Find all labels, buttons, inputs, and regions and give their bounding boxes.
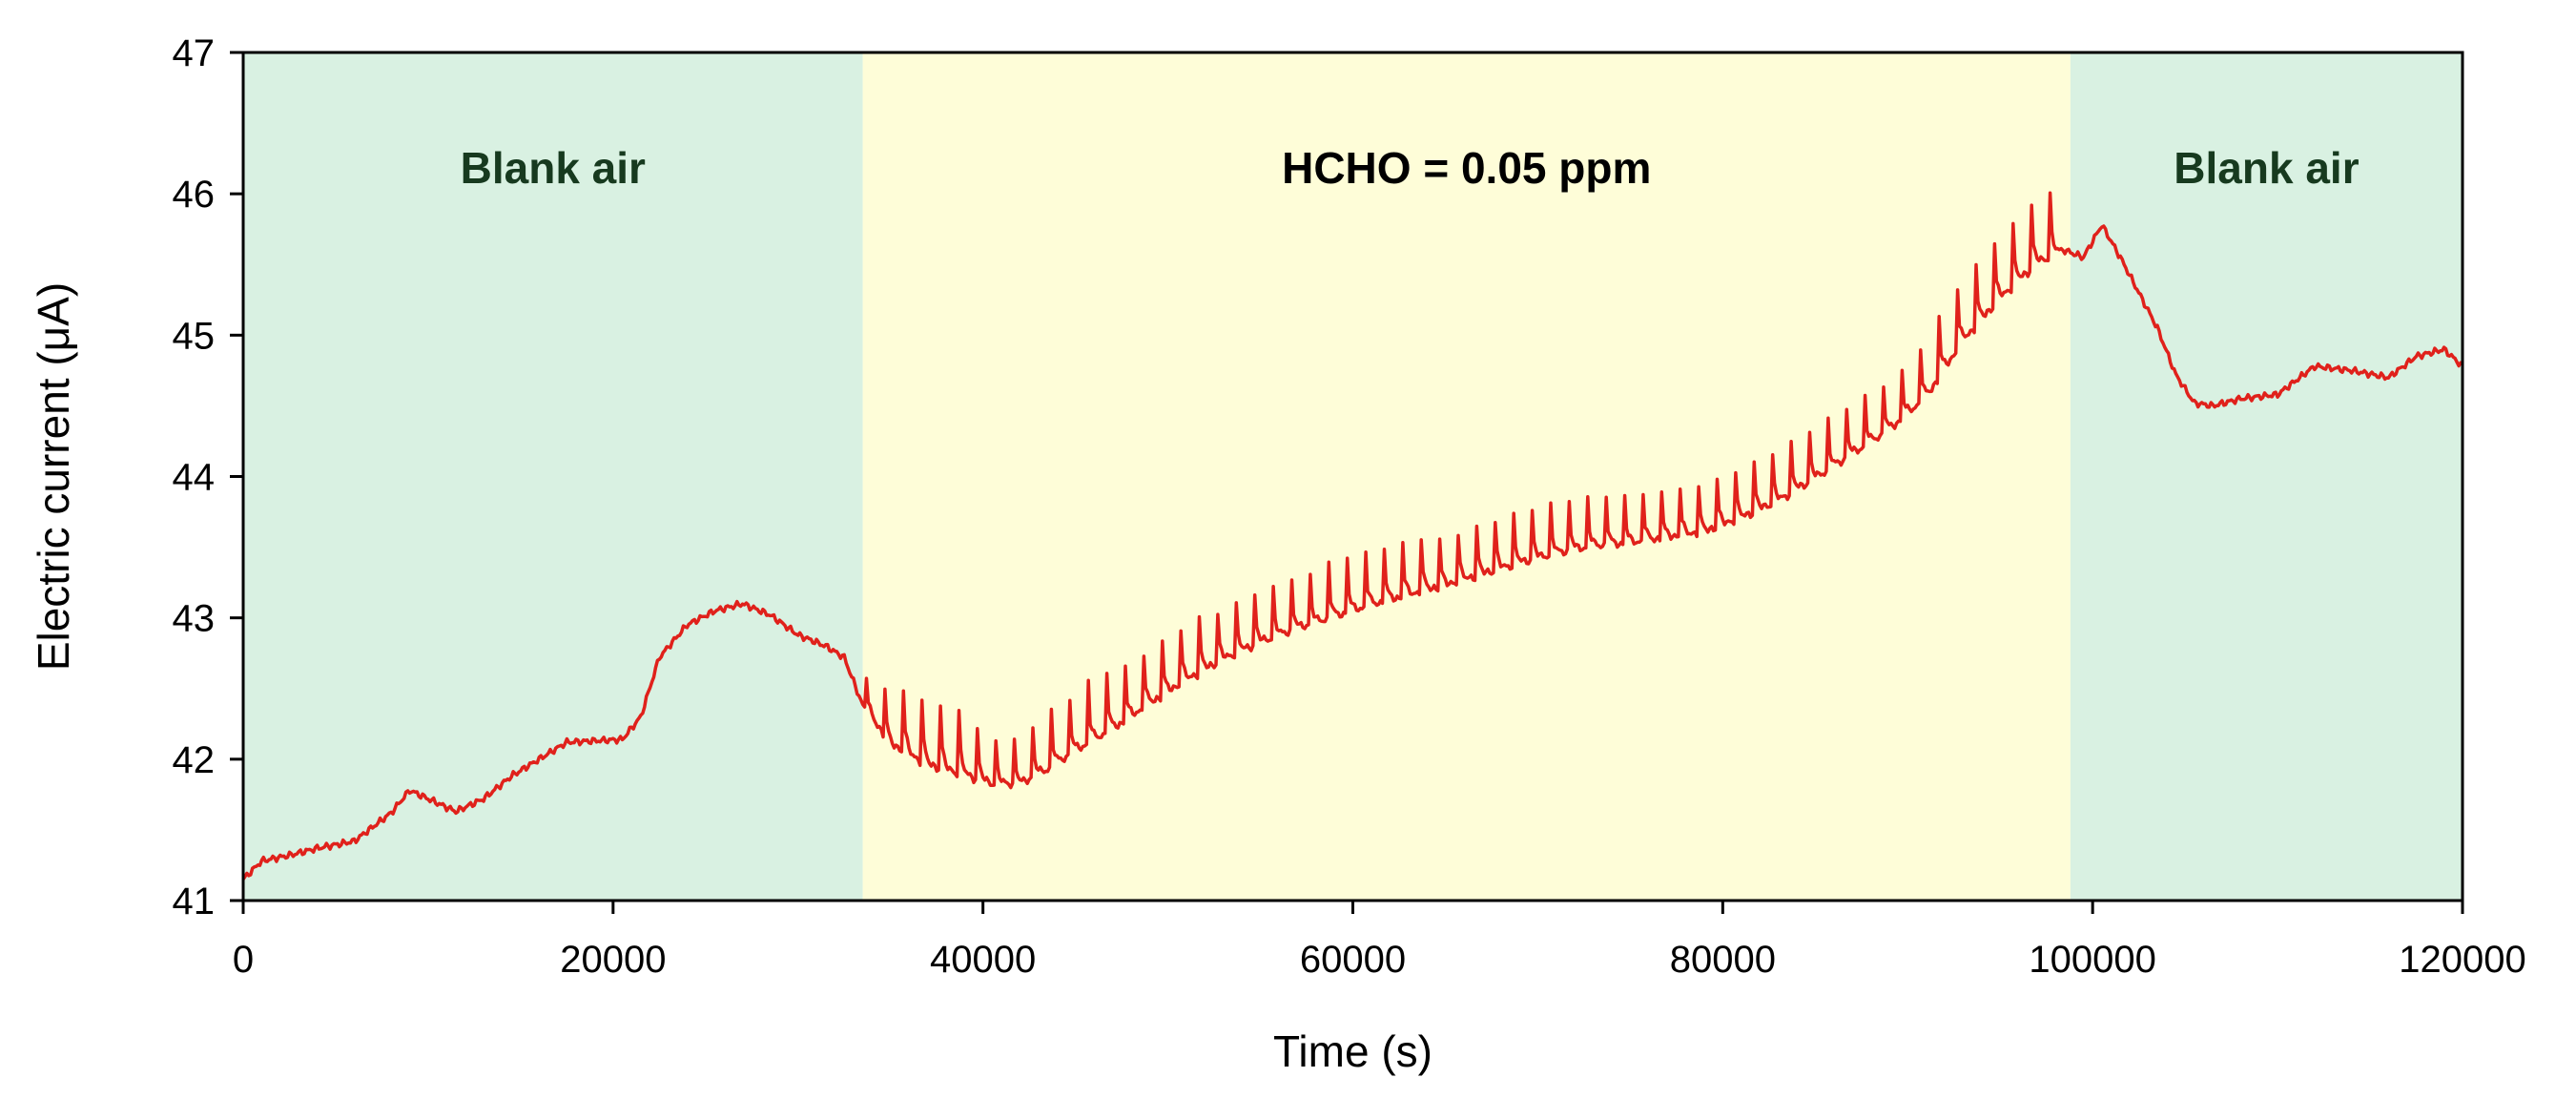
x-tick-label: 60000 (1300, 939, 1406, 981)
x-axis-label: Time (s) (1273, 1026, 1432, 1076)
series-group (241, 191, 2463, 881)
x-tick-label: 40000 (930, 939, 1036, 981)
region-labels: Blank air HCHO = 0.05 ppm Blank air (461, 143, 2360, 193)
region-0 (243, 52, 863, 901)
region-2 (2070, 52, 2463, 901)
x-tick-label: 120000 (2399, 939, 2525, 981)
x-tick-label: 20000 (560, 939, 666, 981)
y-axis-ticks: 41 42 43 44 45 46 47 (173, 32, 243, 922)
y-tick-label: 41 (173, 881, 216, 922)
y-tick-label: 45 (173, 315, 216, 357)
region-label-2: Blank air (2174, 143, 2359, 193)
y-tick-label: 47 (173, 32, 216, 74)
x-tick-label: 100000 (2029, 939, 2155, 981)
y-tick-label: 44 (173, 457, 216, 499)
y-tick-label: 46 (173, 174, 216, 216)
x-tick-label: 80000 (1670, 939, 1776, 981)
x-tick-label: 0 (233, 939, 254, 981)
region-label-1: HCHO = 0.05 ppm (1282, 143, 1651, 193)
series-line-0 (241, 191, 2463, 881)
y-tick-label: 43 (173, 598, 216, 640)
region-label-0: Blank air (461, 143, 646, 193)
y-axis-label: Electric current (μA) (29, 282, 78, 671)
x-axis-ticks: 0 20000 40000 60000 80000 100000 120000 (233, 901, 2526, 981)
y-tick-label: 42 (173, 739, 216, 781)
